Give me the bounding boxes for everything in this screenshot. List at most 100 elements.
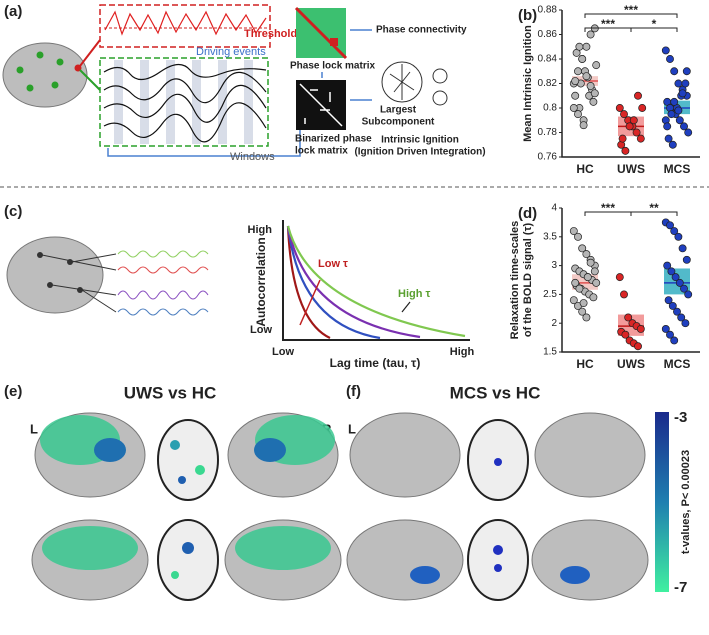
y-tick-label: 0.78: [538, 127, 558, 138]
signals: [103, 63, 267, 143]
largest-label: Subcomponent: [362, 117, 435, 128]
point: [586, 258, 595, 267]
point: [668, 140, 677, 149]
significance: ***: [601, 201, 615, 215]
y-axis-label: of the BOLD signal (τ): [522, 223, 534, 338]
point: [680, 284, 688, 293]
point: [590, 89, 599, 98]
significance: ***: [601, 17, 615, 31]
binary-label: Binarized phase: [295, 134, 372, 145]
point: [632, 128, 641, 137]
colorbar-tick: -7: [674, 579, 687, 596]
significance: *: [652, 17, 657, 31]
point: [621, 146, 630, 155]
point: [589, 97, 598, 106]
y-axis-label: Relaxation time-scales: [509, 221, 521, 340]
x-low: Low: [272, 346, 294, 358]
x-tick-label: HC: [576, 162, 594, 176]
point: [636, 325, 645, 333]
significance: ***: [624, 3, 638, 17]
x-tick-label: MCS: [664, 357, 691, 371]
point: [629, 116, 638, 125]
x-tick-label: UWS: [617, 162, 645, 176]
panel-title: UWS vs HC: [124, 383, 217, 402]
point: [681, 319, 690, 328]
point: [621, 330, 630, 339]
colorbar-label: t-values, P< 0.00023: [680, 450, 692, 554]
point: [671, 273, 680, 282]
y-tick-label: 2.5: [543, 289, 557, 300]
point: [575, 284, 584, 293]
point: [663, 261, 672, 270]
y-tick-label: 0.86: [538, 29, 558, 40]
point: [674, 106, 683, 115]
point: [592, 61, 601, 70]
point: [673, 307, 681, 316]
y-tick-label: 3: [551, 260, 557, 271]
y-low: Low: [250, 324, 272, 336]
point: [574, 232, 582, 241]
point: [578, 55, 587, 63]
colorbar-tick: -3: [674, 409, 687, 426]
panel-label: (b): [518, 7, 537, 24]
y-axis-label: Mean Intrinsic Ignition: [522, 25, 534, 142]
point: [571, 91, 580, 100]
point: [674, 232, 683, 241]
significance-bracket: [584, 13, 678, 18]
panel-title: MCS vs HC: [450, 383, 541, 402]
point: [574, 110, 582, 119]
point: [681, 79, 690, 88]
point: [592, 278, 601, 287]
point: [625, 122, 634, 131]
ignition-label: Intrinsic Ignition: [381, 135, 459, 146]
point: [666, 221, 674, 230]
point: [634, 91, 642, 100]
driving-events-label: Driving events: [196, 46, 266, 58]
point: [670, 97, 679, 106]
signal-box: [99, 4, 271, 48]
point: [678, 89, 687, 98]
panel-label: (c): [4, 203, 22, 220]
brain-a: [2, 39, 101, 108]
point: [682, 67, 691, 76]
significance-bracket: [630, 211, 678, 216]
point: [618, 134, 627, 143]
threshold-label: Threshold: [244, 28, 297, 40]
side-label: L: [30, 421, 38, 436]
point: [663, 122, 672, 131]
point: [667, 267, 676, 276]
significance: **: [649, 201, 659, 215]
y-tick-label: 0.76: [538, 152, 558, 163]
phase-connectivity: Phase connectivity: [376, 25, 467, 36]
x-tick-label: UWS: [617, 357, 645, 371]
point: [586, 81, 595, 90]
point: [675, 116, 684, 125]
point: [668, 301, 677, 310]
point: [569, 296, 578, 305]
point: [571, 278, 580, 287]
point: [615, 273, 624, 282]
signals-c: [117, 250, 209, 316]
y-tick-label: 3.5: [543, 231, 557, 242]
point: [589, 293, 598, 302]
point: [620, 110, 628, 119]
point: [571, 77, 580, 86]
matrix-label: Phase lock matrix: [290, 61, 375, 72]
point: [684, 290, 693, 299]
point: [624, 313, 633, 322]
point: [634, 342, 642, 351]
point: [636, 134, 645, 143]
high-tau: High τ: [398, 288, 430, 300]
colorbar: [655, 412, 669, 592]
point: [674, 79, 683, 88]
point: [579, 299, 588, 307]
x-tick-label: HC: [576, 357, 594, 371]
point: [670, 67, 679, 76]
axes: [282, 220, 470, 341]
point: [569, 104, 578, 112]
y-tick-label: 1.5: [543, 347, 557, 358]
brains-f: [346, 412, 649, 601]
point: [680, 122, 688, 131]
point: [684, 128, 693, 137]
brain-c: [6, 236, 117, 314]
